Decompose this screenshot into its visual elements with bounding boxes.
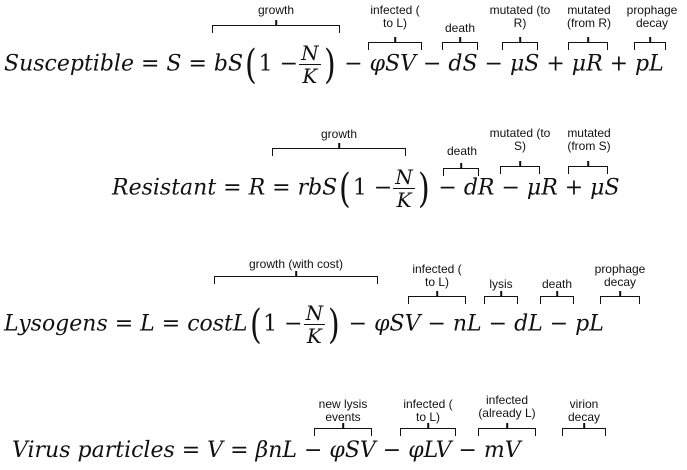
brace-mutated-to-r xyxy=(502,42,538,50)
equation-susceptible: Susceptible = S = bS(1 − N K) − φSV − dS −… xyxy=(4,41,664,88)
annotation-mutated-from-s: mutated (from S) xyxy=(567,126,611,153)
annotation-new-lysis: new lysis events xyxy=(318,397,368,424)
annotation-growth-3: growth (with cost) xyxy=(248,257,344,271)
annotation-prophage-decay-1: prophage decay xyxy=(626,3,678,30)
brace-prophage-decay-1 xyxy=(634,42,666,50)
annotation-infected-3: infected ( to L) xyxy=(412,262,462,289)
equation-lysogens: Lysogens = L = costL(1 − N K) − φSV − nL −… xyxy=(4,301,604,348)
annotation-mutated-to-r: mutated (to R) xyxy=(489,3,551,30)
brace-mutated-from-s xyxy=(568,166,608,174)
annotation-death-2: death xyxy=(446,144,478,158)
brace-lysis xyxy=(484,296,518,304)
equation-resistant: Resistant = R = rbS(1 − N K) − dR − μR + μ… xyxy=(112,165,620,212)
brace-mutated-from-r xyxy=(568,42,608,50)
brace-infected-4 xyxy=(400,428,456,436)
annotation-prophage-decay-3: prophage decay xyxy=(594,262,646,289)
annotation-growth-2: growth xyxy=(320,127,358,141)
brace-prophage-decay-3 xyxy=(600,296,640,304)
brace-growth-3 xyxy=(214,276,378,284)
annotation-infected-4: infected ( to L) xyxy=(403,397,453,424)
annotation-virion-decay: virion decay xyxy=(567,397,601,424)
brace-infected-1 xyxy=(368,42,422,50)
brace-death-3 xyxy=(540,296,574,304)
brace-mutated-to-s xyxy=(500,166,540,174)
annotation-infected-1: infected ( to L) xyxy=(370,3,420,30)
annotation-lysis: lysis xyxy=(489,277,513,291)
annotation-death-3: death xyxy=(541,277,573,291)
brace-virion-decay xyxy=(562,428,606,436)
brace-new-lysis xyxy=(314,428,372,436)
brace-growth-2 xyxy=(272,148,406,156)
brace-death-2 xyxy=(443,168,479,176)
brace-infected-3 xyxy=(408,296,466,304)
annotation-infected-already-l: infected (already L) xyxy=(478,393,536,420)
brace-death-1 xyxy=(442,42,478,50)
brace-growth-1 xyxy=(212,25,340,33)
annotation-growth-1: growth xyxy=(257,3,295,17)
equation-virus-particles: Virus particles = V = βnL − φSV − φLV − … xyxy=(12,438,521,463)
annotation-mutated-from-r: mutated (from R) xyxy=(567,3,611,30)
annotation-death-1: death xyxy=(444,21,476,35)
brace-infected-already-l xyxy=(478,428,536,436)
annotation-mutated-to-s: mutated (to S) xyxy=(489,126,551,153)
